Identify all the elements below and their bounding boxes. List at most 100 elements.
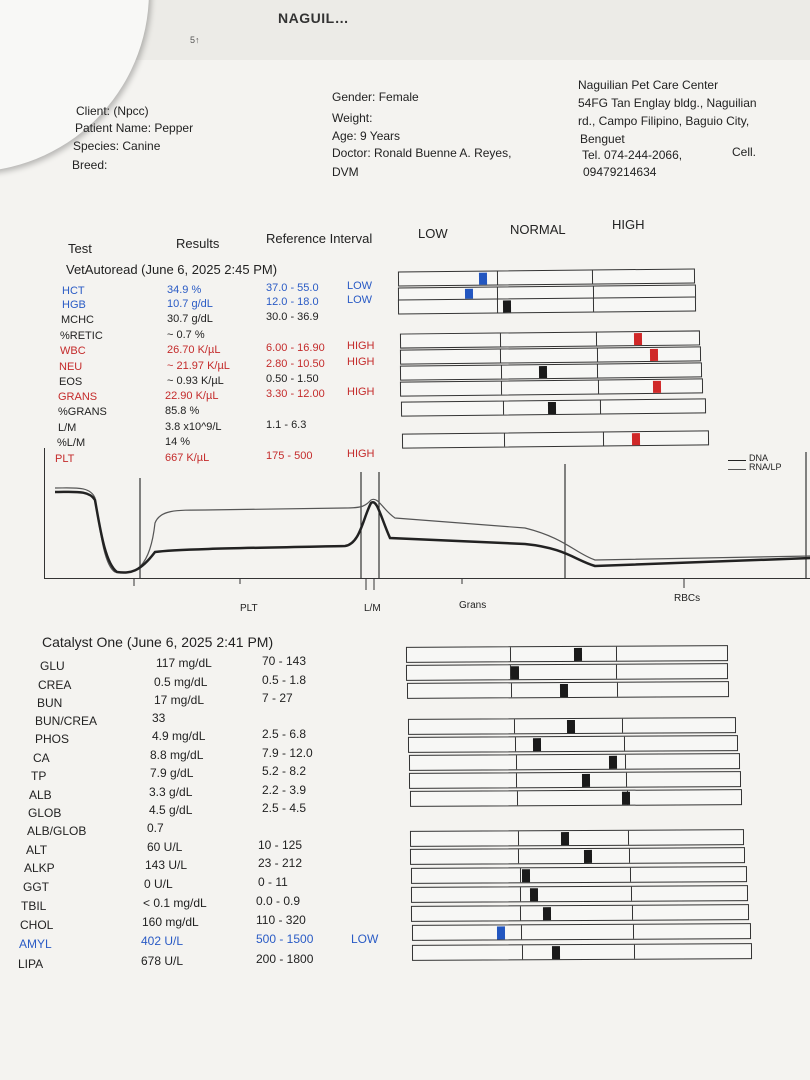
cat-name-7: ALB: [29, 788, 52, 802]
bar-divider: [518, 849, 520, 864]
vet-range-bar-7: [400, 398, 707, 417]
bar-divider: [510, 683, 513, 698]
bar-divider: [631, 886, 633, 901]
vet-range-bar-2: [397, 296, 697, 315]
legend-rna: RNA/LP: [749, 462, 782, 472]
legend-rna-line: [728, 469, 746, 470]
cat-range-bar-0: [405, 645, 729, 663]
vet-name-7: GRANS: [58, 391, 98, 403]
bar-divider: [597, 364, 599, 378]
cat-range-bar-3: [407, 717, 737, 735]
cat-ref-14: 110 - 320: [256, 913, 306, 927]
vet-range-bar-3: [399, 330, 701, 349]
cat-range-bar-10: [410, 866, 748, 884]
vet-flag-5: HIGH: [347, 356, 375, 368]
cat-range-bar-9: [409, 847, 746, 865]
bar-divider: [596, 348, 598, 362]
result-marker: [551, 946, 561, 960]
rna-lp-curve: [54, 487, 810, 574]
vet-flag-7: HIGH: [347, 386, 375, 398]
cat-range-bar-1: [405, 663, 729, 681]
result-marker: [566, 719, 576, 734]
bar-divider: [625, 772, 627, 787]
cat-name-2: BUN: [37, 696, 63, 710]
histogram-svg: [54, 452, 810, 578]
result-marker: [559, 684, 569, 698]
bar-divider: [617, 682, 619, 697]
cat-name-12: GGT: [23, 880, 49, 894]
cat-result-2: 17 mg/dL: [154, 693, 205, 707]
bar-divider: [633, 924, 635, 939]
cat-ref-15: 500 - 1500: [256, 932, 314, 946]
cat-ref-10: 10 - 125: [258, 838, 303, 852]
bar-divider: [496, 271, 499, 285]
cat-ref-2: 7 - 27: [262, 691, 293, 705]
vet-result-8: 85.8 %: [165, 405, 200, 417]
result-marker: [633, 333, 643, 346]
client-label: Client: (Npcc): [76, 104, 149, 118]
bar-divider: [622, 718, 624, 733]
legend-dna: DNA: [749, 453, 769, 463]
cat-result-8: 4.5 g/dL: [149, 803, 193, 817]
cat-result-3: 33: [152, 711, 166, 725]
histo-label-grans: Grans: [459, 600, 487, 611]
cat-name-1: CREA: [38, 678, 72, 692]
cat-ref-11: 23 - 212: [258, 856, 303, 870]
vet-ref-6: 0.50 - 1.50: [266, 373, 319, 385]
bar-divider: [630, 867, 632, 882]
clinic-name: Naguilian Pet Care Center: [578, 78, 719, 92]
result-marker: [608, 755, 618, 769]
vet-result-4: 26.70 K/µL: [167, 344, 221, 356]
vet-ref-0: 37.0 - 55.0: [266, 282, 319, 294]
vet-name-9: L/M: [58, 422, 77, 434]
clinic-cell: 09479214634: [583, 165, 657, 179]
result-marker: [502, 300, 512, 313]
cat-name-5: CA: [33, 751, 50, 765]
cat-result-11: 143 U/L: [145, 858, 188, 872]
cat-result-6: 7.9 g/dL: [150, 766, 194, 780]
vet-name-10: %L/M: [57, 437, 86, 449]
cat-range-bar-4: [407, 735, 739, 753]
result-marker: [621, 791, 631, 805]
doctor-title: DVM: [332, 165, 359, 179]
vetautoread-title: VetAutoread (June 6, 2025 2:45 PM): [66, 262, 278, 277]
result-marker: [478, 272, 488, 285]
vet-name-8: %GRANS: [58, 406, 107, 418]
histo-label-rbcs: RBCs: [674, 593, 701, 604]
vet-ref-7: 3.30 - 12.00: [266, 388, 325, 400]
vet-range-bar-5: [399, 362, 703, 381]
bar-divider: [502, 401, 504, 415]
vet-result-0: 34.9 %: [167, 284, 202, 296]
bar-divider: [497, 299, 499, 313]
vet-result-3: ~ 0.7 %: [167, 329, 205, 341]
vet-ref-11: 175 - 500: [266, 450, 313, 462]
bar-divider: [628, 830, 630, 845]
vet-name-11: PLT: [55, 453, 75, 465]
catalyst-title: Catalyst One (June 6, 2025 2:41 PM): [42, 634, 274, 650]
bar-divider: [509, 647, 512, 662]
cat-result-0: 117 mg/dL: [156, 656, 212, 670]
bar-divider: [517, 791, 519, 806]
vet-flag-1: LOW: [347, 294, 373, 306]
age: Age: 9 Years: [332, 129, 401, 143]
vet-ref-5: 2.80 - 10.50: [266, 358, 325, 370]
bar-divider: [519, 887, 521, 902]
result-marker: [631, 433, 641, 446]
vet-name-3: %RETIC: [60, 330, 103, 342]
cat-name-11: ALKP: [24, 861, 55, 875]
cat-range-bar-12: [410, 904, 750, 922]
clinic-address-1: 54FG Tan Englay bldg., Naguilian: [578, 96, 757, 110]
cat-result-16: 678 U/L: [141, 954, 184, 968]
cat-ref-4: 2.5 - 6.8: [262, 727, 307, 741]
cat-ref-13: 0.0 - 0.9: [256, 894, 301, 908]
vet-ref-9: 1.1 - 6.3: [266, 419, 307, 431]
bar-divider: [633, 944, 636, 959]
cat-ref-5: 7.9 - 12.0: [262, 746, 313, 760]
bar-divider: [516, 773, 518, 788]
breed: Breed:: [72, 158, 108, 172]
vet-range-bar-6: [399, 378, 704, 397]
result-marker: [510, 666, 520, 680]
cat-range-bar-6: [408, 771, 742, 789]
cat-range-bar-14: [411, 943, 753, 961]
legend-dna-line: [728, 460, 746, 461]
